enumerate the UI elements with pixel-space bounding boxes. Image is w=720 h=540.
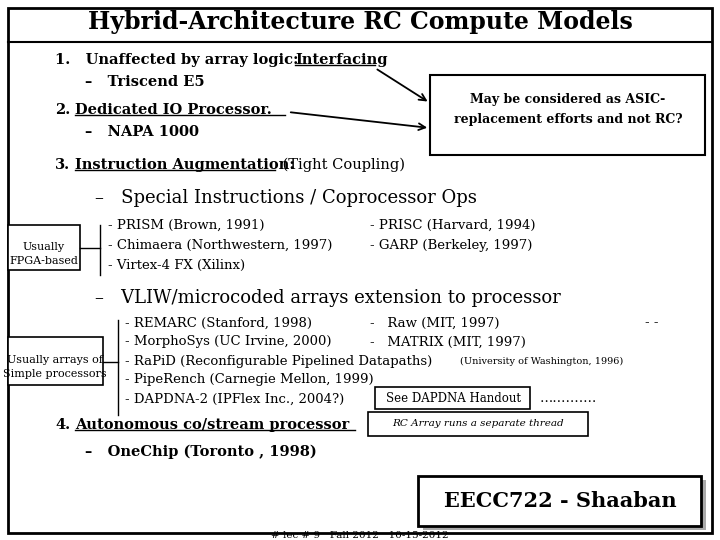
Text: - REMARC (Stanford, 1998): - REMARC (Stanford, 1998) bbox=[125, 316, 312, 329]
Bar bbox=[430, 75, 705, 155]
Text: Autonomous co/stream processor: Autonomous co/stream processor bbox=[75, 418, 349, 432]
Text: - Chimaera (Northwestern, 1997): - Chimaera (Northwestern, 1997) bbox=[108, 239, 333, 252]
Text: (Tight Coupling): (Tight Coupling) bbox=[278, 158, 405, 172]
Text: Usually arrays of: Usually arrays of bbox=[7, 355, 103, 365]
Text: 1.   Unaffected by array logic:: 1. Unaffected by array logic: bbox=[55, 53, 309, 67]
Text: (University of Washington, 1996): (University of Washington, 1996) bbox=[460, 356, 624, 366]
Text: # lec # 9   Fall 2012   10-15-2012: # lec # 9 Fall 2012 10-15-2012 bbox=[271, 530, 449, 539]
Text: - -: - - bbox=[645, 316, 659, 329]
Text: May be considered as ASIC-: May be considered as ASIC- bbox=[470, 93, 665, 106]
Text: EECC722 - Shaaban: EECC722 - Shaaban bbox=[444, 491, 676, 511]
Text: Instruction Augmentation:: Instruction Augmentation: bbox=[75, 158, 294, 172]
Text: - Virtex-4 FX (Xilinx): - Virtex-4 FX (Xilinx) bbox=[108, 259, 245, 272]
Bar bbox=[8, 337, 103, 385]
Text: See DAPDNA Handout: See DAPDNA Handout bbox=[385, 392, 521, 404]
Text: -   Raw (MIT, 1997): - Raw (MIT, 1997) bbox=[370, 316, 500, 329]
Text: –   Special Instructions / Coprocessor Ops: – Special Instructions / Coprocessor Ops bbox=[95, 189, 477, 207]
Text: replacement efforts and not RC?: replacement efforts and not RC? bbox=[454, 113, 683, 126]
Text: - DAPDNA-2 (IPFlex Inc., 2004?): - DAPDNA-2 (IPFlex Inc., 2004?) bbox=[125, 393, 344, 406]
Text: –   Triscend E5: – Triscend E5 bbox=[85, 75, 204, 89]
Text: - PRISM (Brown, 1991): - PRISM (Brown, 1991) bbox=[108, 219, 264, 232]
Text: –   NAPA 1000: – NAPA 1000 bbox=[85, 125, 199, 139]
Text: ………….: …………. bbox=[540, 392, 598, 404]
Text: RC Array runs a separate thread: RC Array runs a separate thread bbox=[392, 420, 564, 429]
Bar bbox=[8, 225, 80, 270]
Text: Hybrid-Architecture RC Compute Models: Hybrid-Architecture RC Compute Models bbox=[88, 10, 632, 34]
Text: -   MATRIX (MIT, 1997): - MATRIX (MIT, 1997) bbox=[370, 335, 526, 348]
Text: - PipeRench (Carnegie Mellon, 1999): - PipeRench (Carnegie Mellon, 1999) bbox=[125, 374, 374, 387]
Bar bbox=[368, 412, 588, 436]
Text: - MorphoSys (UC Irvine, 2000): - MorphoSys (UC Irvine, 2000) bbox=[125, 335, 331, 348]
Text: - RaPiD (Reconfigurable Pipelined Datapaths): - RaPiD (Reconfigurable Pipelined Datapa… bbox=[125, 354, 432, 368]
Bar bbox=[423, 480, 706, 530]
Text: - GARP (Berkeley, 1997): - GARP (Berkeley, 1997) bbox=[370, 239, 532, 252]
Text: FPGA-based: FPGA-based bbox=[9, 256, 78, 266]
Text: Usually: Usually bbox=[23, 242, 65, 252]
Text: –   VLIW/microcoded arrays extension to processor: – VLIW/microcoded arrays extension to pr… bbox=[95, 289, 561, 307]
Text: - PRISC (Harvard, 1994): - PRISC (Harvard, 1994) bbox=[370, 219, 536, 232]
Text: Interfacing: Interfacing bbox=[295, 53, 387, 67]
Bar bbox=[418, 476, 701, 526]
Text: 4.: 4. bbox=[55, 418, 70, 432]
Text: Simple processors: Simple processors bbox=[3, 369, 107, 379]
Text: –   OneChip (Toronto , 1998): – OneChip (Toronto , 1998) bbox=[85, 445, 317, 459]
Text: Dedicated IO Processor.: Dedicated IO Processor. bbox=[75, 103, 271, 117]
Bar bbox=[375, 387, 530, 409]
Text: 2.: 2. bbox=[55, 103, 71, 117]
Text: 3.: 3. bbox=[55, 158, 70, 172]
